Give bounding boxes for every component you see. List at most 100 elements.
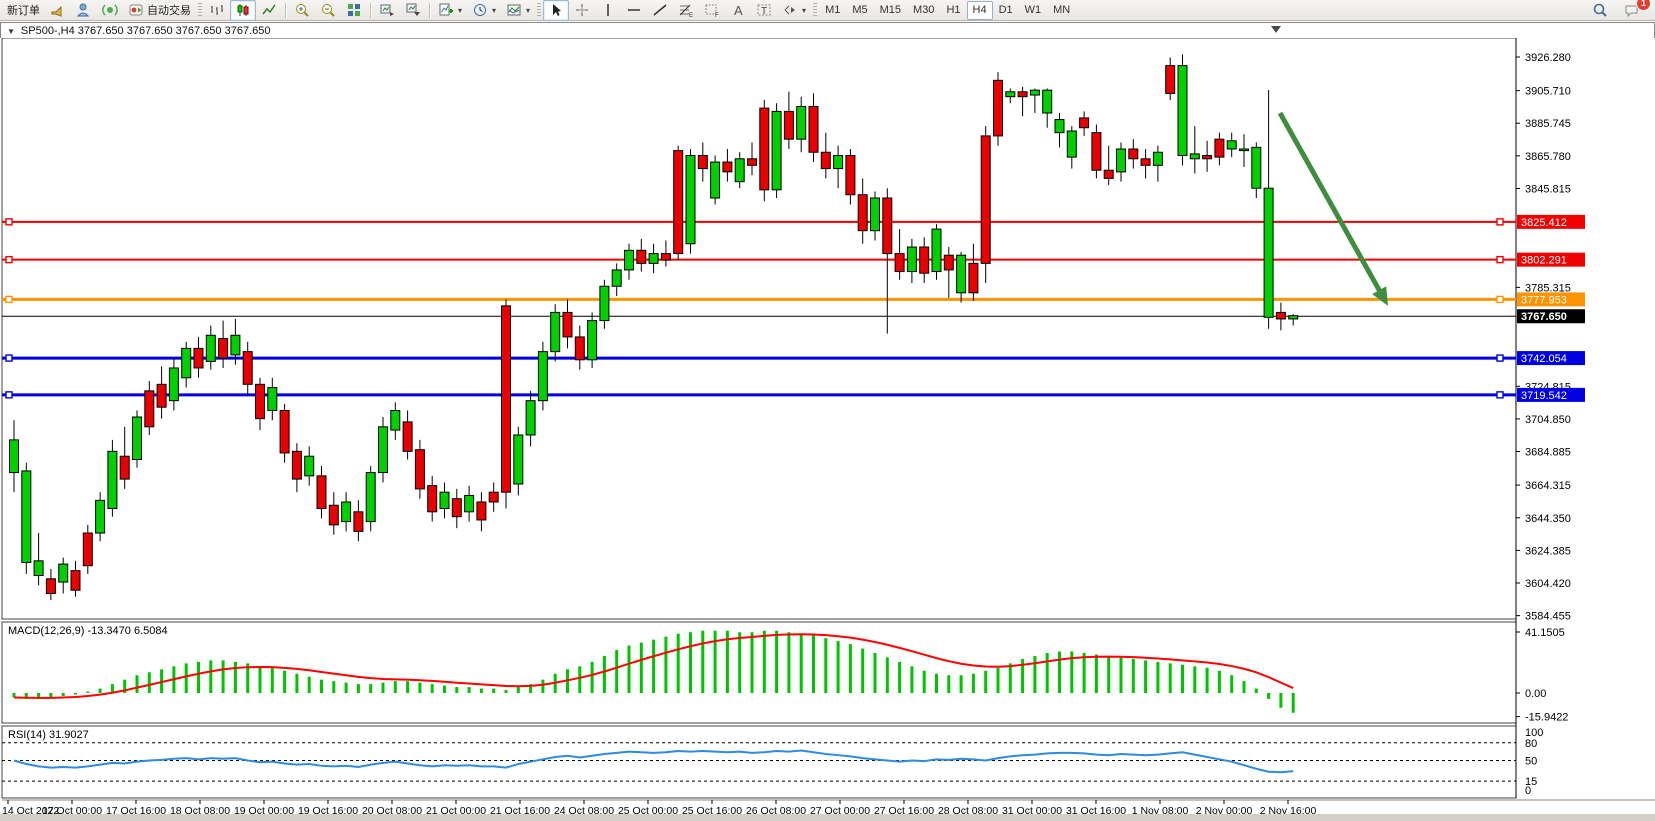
- svg-text:26 Oct 08:00: 26 Oct 08:00: [746, 805, 806, 817]
- fibonacci-button[interactable]: E: [673, 0, 699, 21]
- svg-text:100: 100: [1525, 727, 1543, 739]
- scroll-marker-icon[interactable]: [1271, 26, 1281, 33]
- crosshair-icon: [576, 4, 589, 16]
- svg-text:3802.291: 3802.291: [1521, 255, 1567, 267]
- chart-canvas[interactable]: 3926.280 3905.710 3885.745 3865.780 3845.815…: [0, 38, 1655, 821]
- timeframe-button-m1[interactable]: M1: [825, 4, 841, 16]
- zoom-out-button[interactable]: [315, 0, 341, 21]
- svg-text:3704.850: 3704.850: [1525, 414, 1571, 426]
- text-button[interactable]: A: [725, 0, 751, 21]
- macd-axis: 41.1505 0.00 -15.9422: [1516, 627, 1568, 724]
- bar-chart-button[interactable]: [204, 0, 230, 21]
- timeframe-button-m15[interactable]: M15: [879, 4, 902, 16]
- template-button[interactable]: ▾: [501, 0, 535, 21]
- search-icon: [1593, 3, 1607, 17]
- new-chart-icon: [439, 3, 453, 16]
- vertical-line-button[interactable]: [595, 0, 621, 21]
- timeframe-button-mn[interactable]: MN: [1053, 4, 1071, 16]
- toolbar-separator: [429, 2, 430, 18]
- sound-button[interactable]: [45, 0, 71, 21]
- timeframe-button-w1[interactable]: W1: [1024, 4, 1042, 16]
- svg-text:20 Oct 08:00: 20 Oct 08:00: [362, 805, 422, 817]
- svg-text:-15.9422: -15.9422: [1525, 712, 1568, 724]
- line-chart-button[interactable]: [256, 0, 282, 21]
- line-chart-icon: [262, 4, 276, 15]
- toolbar-grip: [813, 2, 818, 18]
- pane-borders: [1, 38, 1655, 801]
- horizontal-line-button[interactable]: [621, 0, 647, 21]
- svg-text:1 Nov 08:00: 1 Nov 08:00: [1132, 805, 1189, 817]
- trendline-button[interactable]: [647, 0, 673, 21]
- dropdown-caret-icon[interactable]: ▾: [458, 5, 463, 15]
- svg-text:27 Oct 16:00: 27 Oct 16:00: [874, 805, 934, 817]
- svg-text:17 Oct 16:00: 17 Oct 16:00: [106, 805, 166, 817]
- label-button[interactable]: T: [751, 0, 777, 21]
- timeframe-button-h1[interactable]: H1: [946, 4, 961, 16]
- horizontal-level-lines[interactable]: 3825.412 3802.291 3777.953 3742.054 3719.542: [2, 214, 1585, 402]
- new-chart-button[interactable]: ▾: [433, 0, 467, 21]
- svg-text:2 Nov 16:00: 2 Nov 16:00: [1260, 805, 1317, 817]
- timeframe-button-d1[interactable]: D1: [998, 4, 1013, 16]
- cursor-icon: [553, 4, 562, 16]
- chart-window: ▼ SP500-,H4 3767.650 3767.650 3767.650 3…: [0, 22, 1655, 821]
- svg-text:24 Oct 08:00: 24 Oct 08:00: [554, 805, 614, 817]
- line-handle: [1496, 391, 1504, 399]
- toolbar-grip: [537, 2, 542, 18]
- zoom-in-button[interactable]: [289, 0, 315, 21]
- text-icon: A: [734, 3, 743, 18]
- timeframe-button-h4[interactable]: H4: [966, 0, 993, 20]
- timeframe-button-m5[interactable]: M5: [852, 4, 868, 16]
- svg-text:3777.953: 3777.953: [1521, 294, 1567, 306]
- auto-icon: [129, 4, 143, 16]
- channel-button[interactable]: F: [699, 0, 725, 21]
- line-handle: [1496, 295, 1504, 304]
- signal-icon: [102, 4, 118, 16]
- svg-text:3825.412: 3825.412: [1521, 217, 1567, 229]
- chart-title: SP500-,H4 3767.650 3767.650 3767.650 376…: [20, 25, 271, 37]
- candlestick-series: [9, 54, 1299, 601]
- shapes-button[interactable]: ▾: [777, 0, 811, 21]
- svg-text:25 Oct 00:00: 25 Oct 00:00: [618, 805, 678, 817]
- dropdown-caret-icon[interactable]: ▾: [526, 5, 531, 15]
- line-handle: [5, 354, 13, 362]
- candlestick-icon: [237, 4, 249, 16]
- toolbar-right-icons: 1: [1587, 0, 1653, 21]
- candlestick-button[interactable]: [230, 0, 256, 21]
- bar-chart-icon: [211, 5, 223, 15]
- timeframe-button-m30[interactable]: M30: [913, 4, 935, 16]
- line-handle: [5, 255, 13, 264]
- period-button[interactable]: ▾: [467, 0, 501, 21]
- line-handle: [5, 218, 13, 226]
- dropdown-caret-icon[interactable]: ▾: [802, 5, 807, 15]
- svg-text:17 Oct 00:00: 17 Oct 00:00: [42, 805, 102, 817]
- svg-text:3742.054: 3742.054: [1521, 353, 1567, 365]
- chat-button[interactable]: 1: [1619, 0, 1651, 21]
- trend-arrow[interactable]: [1277, 111, 1388, 306]
- signal-button[interactable]: [97, 0, 123, 21]
- crosshair-button[interactable]: [569, 0, 595, 21]
- cursor-button[interactable]: [543, 0, 570, 21]
- search-button[interactable]: [1587, 0, 1613, 21]
- macd-indicator: MACD(12,26,9) -13.3470 6.5084: [8, 625, 1295, 713]
- svg-text:3684.885: 3684.885: [1525, 447, 1571, 459]
- tile-windows-button[interactable]: [341, 0, 367, 21]
- dropdown-caret-icon[interactable]: ▾: [492, 5, 497, 15]
- auto-trading-button[interactable]: 自动交易: [123, 0, 196, 21]
- arrange-cascade-button[interactable]: [400, 0, 426, 21]
- svg-text:A: A: [734, 3, 743, 18]
- svg-text:3719.542: 3719.542: [1521, 390, 1567, 402]
- new-order-label: 新订单: [7, 5, 40, 17]
- collapse-icon[interactable]: ▼: [7, 26, 15, 36]
- horizontal-line-icon: [628, 9, 641, 11]
- profile-button[interactable]: [71, 0, 97, 21]
- rsi-indicator: RSI(14) 31.9027: [2, 729, 1516, 782]
- svg-text:3885.745: 3885.745: [1525, 118, 1571, 130]
- tile-windows-icon: [348, 4, 360, 16]
- new-order-button[interactable]: 新订单: [2, 0, 45, 21]
- svg-text:21 Oct 00:00: 21 Oct 00:00: [426, 805, 486, 817]
- zoom-in-icon: [296, 4, 309, 17]
- svg-text:3845.815: 3845.815: [1525, 184, 1571, 196]
- arrange-windows-button[interactable]: [374, 0, 400, 21]
- svg-text:3767.650: 3767.650: [1521, 311, 1567, 323]
